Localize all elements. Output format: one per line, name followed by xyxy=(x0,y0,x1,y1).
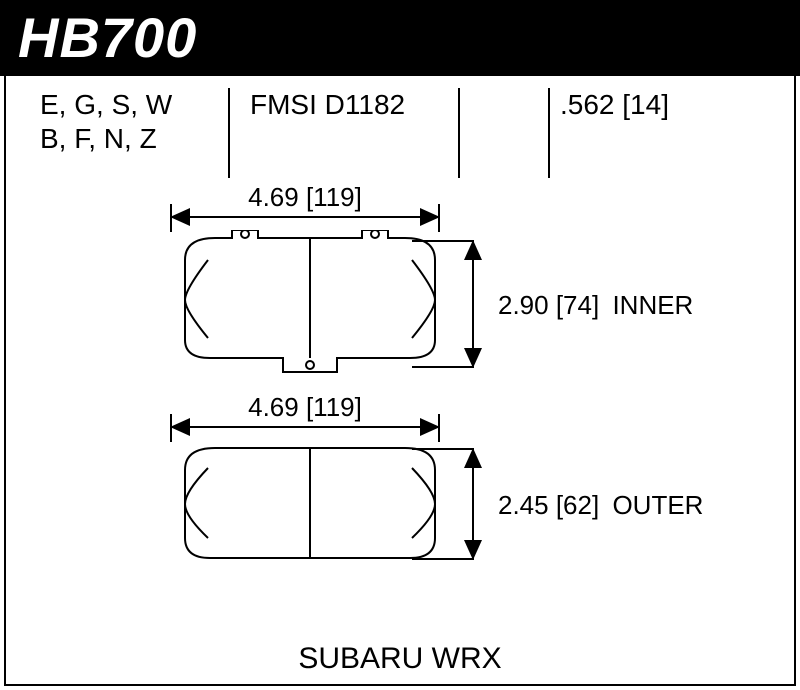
spec-header: E, G, S, W B, F, N, Z FMSI D1182 .562 [1… xyxy=(0,88,800,178)
inner-width-value: 4.69 [119] xyxy=(170,182,440,213)
outer-height-num: 2.45 [62] xyxy=(498,490,599,520)
part-number-title: HB700 xyxy=(0,0,800,76)
inner-pad-outline xyxy=(170,230,450,390)
vehicle-footer: SUBARU WRX xyxy=(0,642,800,676)
arrow-down-icon xyxy=(464,540,482,560)
inner-height-num: 2.90 [74] xyxy=(498,290,599,320)
fmsi-col: FMSI D1182 xyxy=(250,88,405,122)
compounds-line-2: B, F, N, Z xyxy=(40,122,172,156)
dim-line xyxy=(170,216,440,218)
dim-line xyxy=(170,426,440,428)
arrow-up-icon xyxy=(464,448,482,468)
outer-height-dim: 2.45 [62] OUTER xyxy=(458,448,490,560)
compounds-line-1: E, G, S, W xyxy=(40,88,172,122)
inner-tag: INNER xyxy=(612,290,693,320)
arrow-right-icon xyxy=(420,208,440,226)
outer-width-value: 4.69 [119] xyxy=(170,392,440,423)
divider-line xyxy=(228,88,230,178)
divider-line xyxy=(548,88,550,178)
outer-pad-outline xyxy=(170,442,450,572)
arrow-down-icon xyxy=(464,348,482,368)
thickness-col: .562 [14] xyxy=(560,88,669,122)
divider-line xyxy=(458,88,460,178)
arrow-left-icon xyxy=(170,208,190,226)
inner-height-value: 2.90 [74] INNER xyxy=(498,290,693,321)
compounds-col: E, G, S, W B, F, N, Z xyxy=(40,88,172,156)
arrow-right-icon xyxy=(420,418,440,436)
outer-height-value: 2.45 [62] OUTER xyxy=(498,490,703,521)
outer-tag: OUTER xyxy=(612,490,703,520)
inner-height-dim: 2.90 [74] INNER xyxy=(458,240,490,368)
arrow-left-icon xyxy=(170,418,190,436)
arrow-up-icon xyxy=(464,240,482,260)
